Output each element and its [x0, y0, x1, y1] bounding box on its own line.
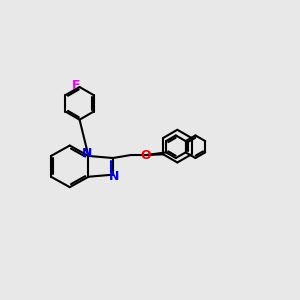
- Text: N: N: [82, 147, 92, 160]
- Text: N: N: [109, 170, 119, 183]
- Text: O: O: [141, 148, 152, 162]
- Text: F: F: [72, 79, 80, 92]
